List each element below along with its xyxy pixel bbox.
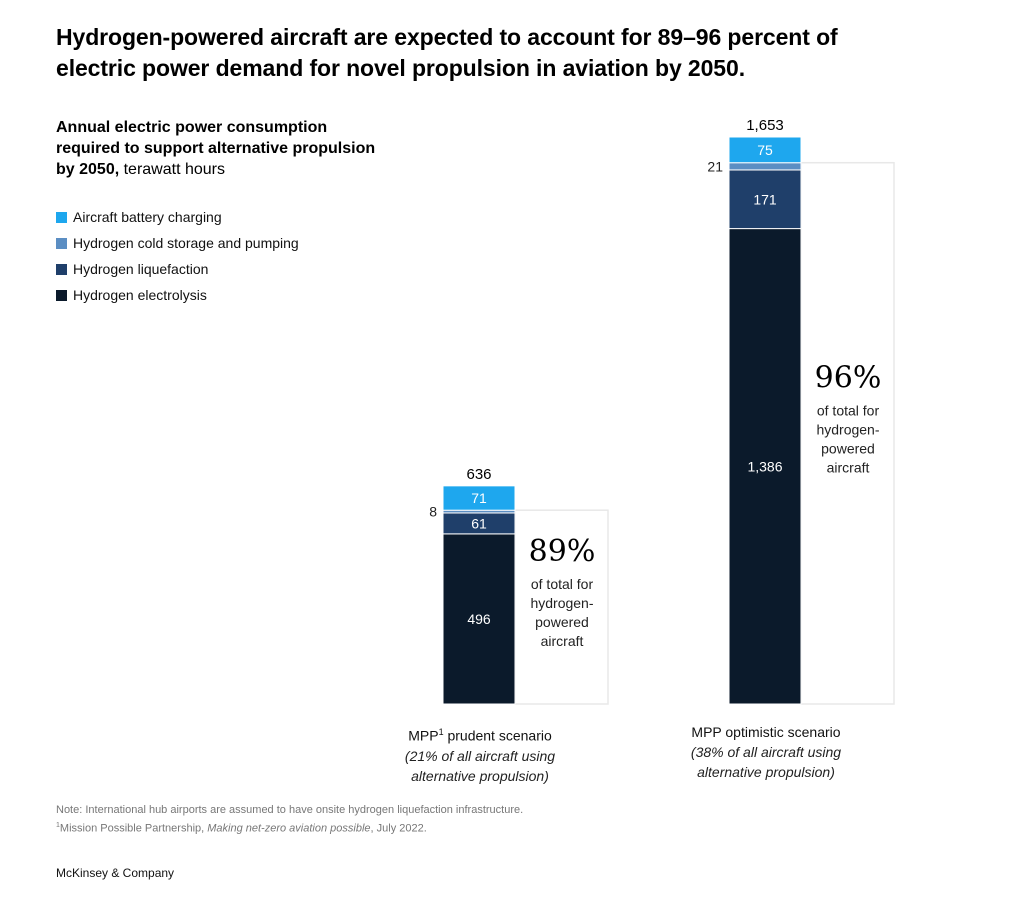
hydrogen-share-text: hydrogen- — [530, 595, 593, 611]
scenario-desc-line-2: alternative propulsion) — [411, 767, 549, 784]
scenario-desc-line-1: (21% of all aircraft using — [404, 747, 556, 764]
data-label-electrolysis: 496 — [467, 611, 491, 627]
scenario-name: MPP1 prudent scenario — [408, 727, 552, 744]
legend-label: Hydrogen liquefaction — [73, 261, 209, 277]
scenario-desc-line-1: (38% of all aircraft using — [690, 744, 842, 760]
chart-title-line-1: Hydrogen-powered aircraft are expected t… — [56, 24, 838, 50]
legend-swatch-battery — [56, 211, 67, 223]
legend-item-battery: Aircraft battery charging — [56, 204, 299, 230]
note-line-2: 1Mission Possible Partnership, Making ne… — [56, 822, 427, 835]
scenario-label-prudent: MPP1 prudent scenario (21% of all aircra… — [350, 722, 610, 786]
hydrogen-share-text: aircraft — [827, 459, 870, 475]
scenario-desc-line-2: alternative propulsion) — [697, 764, 835, 780]
bar-segment-battery — [442, 485, 516, 511]
subtitle-bold: Annual electric power consumption requir… — [56, 119, 376, 178]
hydrogen-share-text: hydrogen- — [816, 421, 879, 437]
data-label-liquefaction: 61 — [471, 515, 487, 531]
footnote: Note: International hub airports are ass… — [56, 803, 523, 837]
bar-segment-cold-storage — [728, 162, 802, 171]
hydrogen-share-percent: 96% — [815, 360, 882, 395]
data-label-battery: 71 — [471, 490, 487, 506]
data-label-cold-storage: 8 — [429, 504, 437, 520]
legend-label: Hydrogen cold storage and pumping — [73, 235, 299, 251]
legend-label: Aircraft battery charging — [73, 209, 222, 225]
bar-segment-liquefaction — [728, 169, 802, 230]
legend: Aircraft battery charging Hydrogen cold … — [56, 204, 299, 308]
bar-segment-electrolysis — [728, 228, 802, 705]
hydrogen-share-text: of total for — [531, 576, 594, 592]
total-label: 636 — [466, 466, 491, 483]
bar-segment-electrolysis — [442, 533, 516, 705]
legend-item-cold-storage: Hydrogen cold storage and pumping — [56, 230, 299, 256]
hydrogen-share-text: of total for — [817, 402, 880, 418]
hydrogen-share-text: powered — [821, 440, 875, 456]
legend-item-electrolysis: Hydrogen electrolysis — [56, 282, 299, 308]
data-label-electrolysis: 1,386 — [747, 458, 782, 474]
legend-item-liquefaction: Hydrogen liquefaction — [56, 256, 299, 282]
note-line-1: Note: International hub airports are ass… — [56, 804, 524, 816]
hydrogen-share-percent: 89% — [529, 534, 596, 569]
chart-title: Hydrogen-powered aircraft are expected t… — [56, 22, 956, 84]
legend-swatch-liquefaction — [56, 263, 67, 275]
chart-title-line-2: electric power demand for novel propulsi… — [56, 55, 745, 81]
total-label: 1,653 — [746, 117, 784, 134]
scenario-name: MPP optimistic scenario — [691, 724, 841, 740]
legend-swatch-cold-storage — [56, 237, 67, 249]
legend-swatch-electrolysis — [56, 289, 67, 301]
data-label-liquefaction: 171 — [753, 191, 777, 207]
bar-segment-battery — [728, 136, 802, 164]
subtitle-unit: terawatt hours — [123, 161, 225, 178]
scenario-label-optimistic: MPP optimistic scenario (38% of all airc… — [636, 722, 896, 782]
hydrogen-share-text: powered — [535, 614, 589, 630]
hydrogen-share-text: aircraft — [541, 633, 584, 649]
data-label-cold-storage: 21 — [707, 158, 723, 174]
chart-subtitle: Annual electric power consumption requir… — [56, 117, 386, 180]
legend-label: Hydrogen electrolysis — [73, 287, 207, 303]
source-logo-text: McKinsey & Company — [56, 866, 175, 880]
data-label-battery: 75 — [757, 142, 773, 158]
